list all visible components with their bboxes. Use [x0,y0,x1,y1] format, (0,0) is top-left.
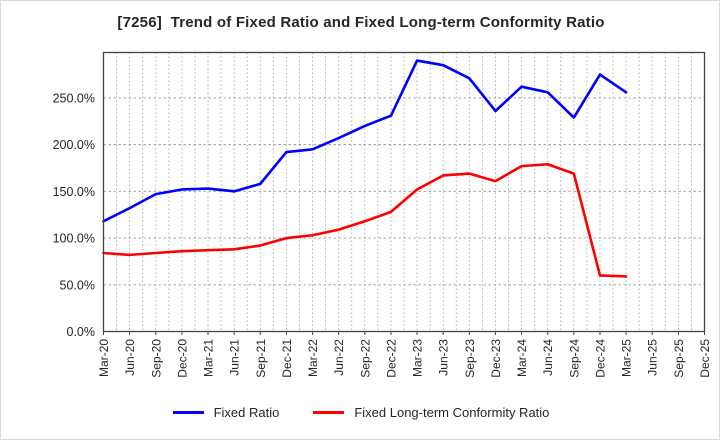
x-tick-label: Mar-23 [411,339,425,377]
x-tick-label: Mar-21 [202,339,216,377]
y-tick-label: 100.0% [53,232,95,246]
x-axis-tick-labels: Mar-20 Jun-20 Sep-20 Dec-20 Mar-21 Jun-21 Sep-… [97,339,712,378]
x-tick-label: Mar-20 [97,339,111,377]
y-tick-label: 50.0% [60,278,95,292]
x-tick-label: Mar-24 [515,339,529,377]
x-tick-label: Jun-23 [437,339,451,376]
y-tick-label: 250.0% [53,91,95,105]
plot-frame [102,51,706,333]
x-tick-label: Jun-20 [123,339,137,376]
fixed-ratio-line-swatch [172,411,204,414]
x-tick-label: Mar-22 [306,339,320,377]
x-tick-label: Sep-25 [672,339,686,378]
y-tick-label: 150.0% [53,185,95,199]
vertical-gridlines [116,52,692,332]
x-tick-label: Sep-22 [358,339,372,378]
legend-label-fixed-ratio: Fixed Ratio [213,405,280,420]
legend-item-fixed-ratio: Fixed Ratio [172,405,280,420]
x-tick-label: Dec-22 [384,339,398,378]
series-lines [102,59,628,278]
x-tick-label: Sep-23 [463,339,477,378]
x-tick-label: Dec-21 [280,339,294,378]
y-tick-label: 0.0% [67,325,96,339]
legend-item-fixed-long-term-conformity-ratio: Fixed Long-term Conformity Ratio [313,405,549,420]
x-tick-label: Jun-25 [646,339,660,376]
fixed-ratio-line [102,59,628,223]
legend: Fixed Ratio Fixed Long-term Conformity R… [1,405,720,420]
y-axis-tick-labels: 0.0% 50.0% 100.0% 150.0% 200.0% 250.0% [53,91,95,339]
chart-title: [7256] Trend of Fixed Ratio and Fixed Lo… [117,14,605,31]
horizontal-gridlines [103,97,705,286]
fixed-long-term-conformity-ratio-line-swatch [313,411,345,414]
x-axis-ticks [103,331,705,335]
x-tick-label: Dec-25 [698,339,712,378]
x-tick-label: Jun-24 [541,339,555,376]
x-tick-label: Sep-21 [254,339,268,378]
y-tick-label: 200.0% [53,138,95,152]
x-tick-label: Mar-25 [620,339,634,377]
legend-label-fixed-long-term-conformity-ratio: Fixed Long-term Conformity Ratio [354,405,550,420]
x-tick-label: Sep-24 [567,339,581,378]
x-tick-label: Dec-20 [175,339,189,378]
fixed-long-term-conformity-ratio-line [102,162,628,278]
x-tick-label: Sep-20 [149,339,163,378]
x-tick-label: Jun-21 [228,339,242,376]
x-tick-label: Jun-22 [332,339,346,376]
x-tick-label: Dec-23 [489,339,503,378]
x-tick-label: Dec-24 [593,339,607,378]
